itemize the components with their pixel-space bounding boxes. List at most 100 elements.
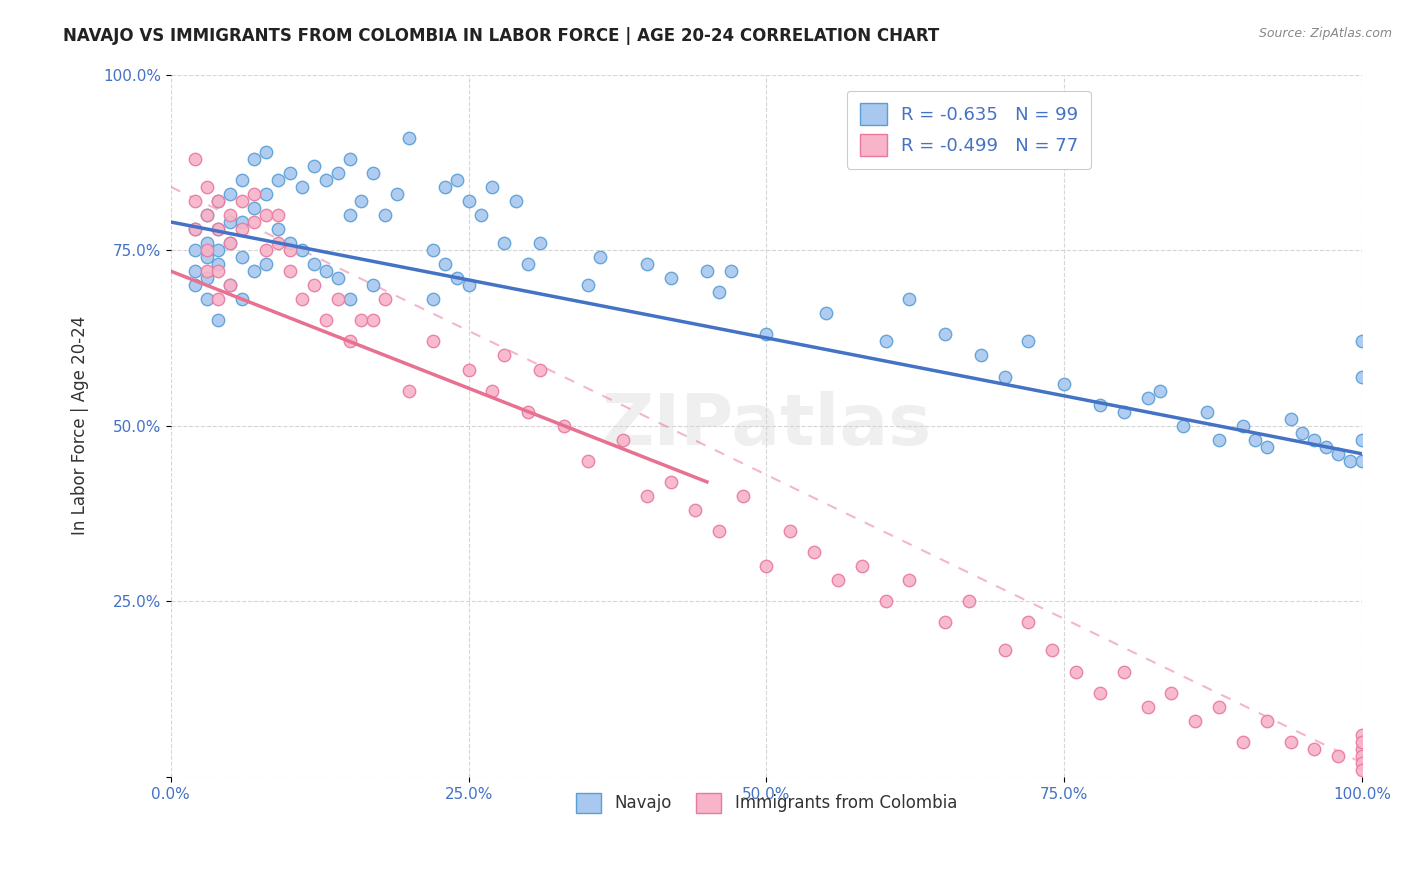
Point <box>683 503 706 517</box>
Point <box>339 208 361 222</box>
Point <box>267 208 290 222</box>
Point <box>1327 748 1350 763</box>
Point <box>195 208 218 222</box>
Point <box>457 362 479 376</box>
Point <box>875 334 897 349</box>
Point <box>1351 433 1374 447</box>
Point <box>183 278 205 293</box>
Point <box>1351 454 1374 468</box>
Point <box>278 264 301 278</box>
Point <box>398 384 420 398</box>
Point <box>1088 398 1111 412</box>
Point <box>1184 714 1206 728</box>
Point <box>1173 418 1195 433</box>
Point <box>707 285 730 300</box>
Point <box>219 278 242 293</box>
Point <box>243 186 266 201</box>
Point <box>553 418 575 433</box>
Y-axis label: In Labor Force | Age 20-24: In Labor Force | Age 20-24 <box>72 316 89 535</box>
Point <box>1351 369 1374 384</box>
Point <box>254 186 277 201</box>
Point <box>957 594 980 608</box>
Point <box>374 208 396 222</box>
Point <box>302 278 325 293</box>
Point <box>219 186 242 201</box>
Point <box>254 208 277 222</box>
Point <box>1112 404 1135 418</box>
Point <box>219 278 242 293</box>
Point <box>446 173 468 187</box>
Point <box>481 384 503 398</box>
Point <box>1351 735 1374 749</box>
Point <box>350 313 373 327</box>
Point <box>374 293 396 307</box>
Point <box>339 152 361 166</box>
Point <box>231 194 253 208</box>
Point <box>505 194 527 208</box>
Point <box>1208 699 1230 714</box>
Text: Source: ZipAtlas.com: Source: ZipAtlas.com <box>1258 27 1392 40</box>
Point <box>755 559 778 574</box>
Point <box>636 489 658 503</box>
Point <box>875 594 897 608</box>
Point <box>195 236 218 251</box>
Point <box>254 145 277 159</box>
Point <box>1136 391 1159 405</box>
Point <box>219 236 242 251</box>
Point <box>934 615 956 630</box>
Point <box>207 264 229 278</box>
Point <box>278 243 301 257</box>
Point <box>1149 384 1171 398</box>
Point <box>1303 433 1326 447</box>
Point <box>1315 440 1337 454</box>
Point <box>433 257 456 271</box>
Point <box>278 166 301 180</box>
Point <box>1351 748 1374 763</box>
Point <box>1112 665 1135 679</box>
Point <box>457 194 479 208</box>
Point <box>302 159 325 173</box>
Point <box>207 293 229 307</box>
Point <box>183 264 205 278</box>
Point <box>433 180 456 194</box>
Legend: Navajo, Immigrants from Colombia: Navajo, Immigrants from Colombia <box>564 781 969 825</box>
Point <box>278 236 301 251</box>
Point <box>195 271 218 285</box>
Point <box>457 278 479 293</box>
Point <box>529 236 551 251</box>
Point <box>207 313 229 327</box>
Point <box>422 293 444 307</box>
Point <box>898 573 921 587</box>
Point <box>1351 763 1374 777</box>
Point <box>207 222 229 236</box>
Point <box>219 236 242 251</box>
Point <box>183 152 205 166</box>
Point <box>576 278 599 293</box>
Point <box>267 236 290 251</box>
Point <box>803 545 825 559</box>
Point <box>207 243 229 257</box>
Point <box>1232 735 1254 749</box>
Point <box>720 264 742 278</box>
Point <box>1339 454 1361 468</box>
Point <box>898 293 921 307</box>
Point <box>231 215 253 229</box>
Point <box>755 327 778 342</box>
Point <box>517 404 540 418</box>
Point <box>446 271 468 285</box>
Point <box>207 222 229 236</box>
Point <box>1197 404 1219 418</box>
Point <box>1256 714 1278 728</box>
Point <box>481 180 503 194</box>
Point <box>339 293 361 307</box>
Point <box>315 173 337 187</box>
Point <box>659 475 682 489</box>
Point <box>302 257 325 271</box>
Point <box>814 306 837 320</box>
Point <box>1136 699 1159 714</box>
Point <box>326 166 349 180</box>
Point <box>254 243 277 257</box>
Point <box>207 257 229 271</box>
Point <box>731 489 754 503</box>
Point <box>1279 411 1302 425</box>
